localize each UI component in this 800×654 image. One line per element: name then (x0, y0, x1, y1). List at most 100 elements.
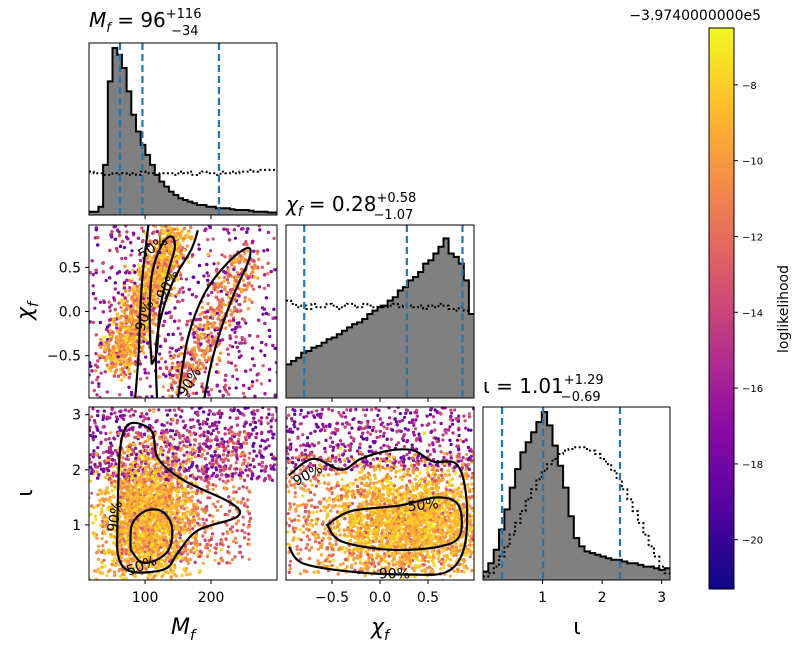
sample-point (219, 310, 223, 314)
sample-point (216, 317, 220, 321)
sample-point (251, 239, 255, 243)
sample-point (266, 283, 270, 288)
sample-point (228, 319, 232, 323)
sample-point (153, 274, 157, 278)
sample-point (140, 226, 144, 230)
sample-point (91, 320, 95, 325)
sample-point (206, 293, 210, 297)
sample-point (273, 346, 277, 350)
sample-point (214, 268, 219, 272)
sample-point (243, 341, 247, 345)
sample-point (241, 227, 245, 231)
sample-point (168, 376, 172, 380)
sample-point (234, 386, 238, 390)
sample-point (252, 287, 256, 291)
sample-point (225, 278, 229, 282)
sample-point (244, 369, 248, 373)
sample-point (165, 232, 169, 236)
sample-point (94, 268, 98, 272)
sample-point (169, 314, 173, 318)
sample-point (110, 235, 114, 239)
sample-point (218, 359, 222, 363)
sample-point (144, 271, 148, 275)
sample-point (212, 262, 216, 266)
sample-point (198, 335, 202, 339)
sample-point (250, 300, 254, 304)
sample-point (113, 287, 117, 291)
sample-point (164, 311, 168, 315)
sample-point (255, 378, 259, 383)
sample-point (177, 319, 181, 323)
sample-point (120, 293, 124, 297)
sample-point (209, 331, 213, 335)
sample-point (184, 277, 189, 281)
sample-point (218, 389, 222, 393)
sample-point (89, 364, 93, 368)
sample-point (96, 375, 100, 379)
sample-point (192, 335, 196, 339)
sample-point (90, 259, 94, 263)
sample-point (246, 307, 250, 311)
sample-point (235, 377, 239, 381)
sample-point (206, 310, 210, 314)
sample-point (159, 344, 163, 348)
sample-point (200, 305, 204, 310)
sample-point (104, 348, 108, 352)
sample-point (141, 345, 145, 349)
sample-point (93, 236, 97, 240)
sample-point (176, 326, 180, 330)
sample-point (246, 249, 250, 253)
sample-point (252, 275, 257, 279)
sample-point (99, 341, 103, 345)
sample-point (101, 340, 105, 344)
sample-point (171, 221, 174, 224)
sample-point (181, 400, 184, 403)
sample-point (102, 300, 106, 304)
sample-point (178, 287, 182, 291)
sample-point (215, 362, 219, 366)
sample-point (266, 272, 270, 276)
sample-point (216, 281, 220, 285)
sample-point (132, 291, 136, 295)
sample-point (133, 369, 137, 373)
sample-point (154, 270, 158, 275)
sample-point (256, 276, 260, 280)
sample-point (218, 341, 222, 345)
sample-point (164, 366, 169, 370)
sample-point (112, 225, 116, 229)
sample-point (227, 231, 231, 235)
sample-point (115, 329, 119, 334)
sample-point (226, 274, 230, 278)
sample-point (118, 244, 123, 248)
sample-point (171, 378, 175, 382)
sample-point (225, 228, 229, 232)
sample-point (196, 344, 200, 348)
sample-point (259, 382, 263, 386)
sample-point (103, 370, 107, 374)
sample-point (106, 325, 110, 329)
sample-point (235, 309, 239, 313)
sample-point (125, 278, 129, 282)
sample-point (114, 322, 118, 326)
sample-point (228, 336, 232, 340)
sample-point (210, 325, 214, 329)
sample-point (186, 319, 190, 323)
sample-point (250, 384, 254, 388)
sample-point (237, 294, 241, 298)
sample-point (231, 318, 236, 322)
sample-point (118, 393, 122, 397)
sample-point (116, 291, 120, 295)
sample-point (191, 253, 195, 257)
sample-point (219, 289, 223, 293)
sample-point (226, 266, 230, 270)
sample-point (244, 321, 248, 325)
sample-point (185, 244, 189, 248)
sample-point (99, 345, 103, 349)
sample-point (257, 285, 262, 289)
sample-point (180, 219, 183, 222)
sample-point (115, 335, 119, 339)
sample-point (199, 332, 204, 336)
sample-point (175, 293, 179, 297)
sample-point (124, 225, 128, 228)
sample-point (274, 361, 277, 365)
